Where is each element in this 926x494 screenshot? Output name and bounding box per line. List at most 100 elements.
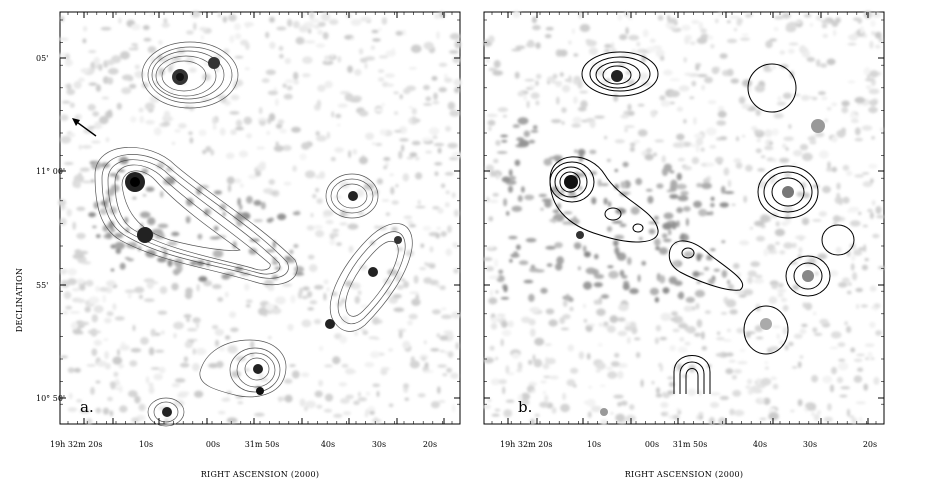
noise-speck — [495, 140, 501, 146]
noise-speck — [684, 72, 693, 76]
noise-speck — [629, 146, 635, 152]
noise-speck — [101, 96, 110, 100]
noise-speck — [325, 219, 334, 225]
noise-speck — [340, 298, 346, 304]
noise-speck — [552, 209, 560, 213]
contour-ring — [747, 63, 797, 113]
noise-speck — [409, 152, 418, 158]
noise-speck — [681, 374, 689, 379]
noise-speck — [95, 84, 101, 92]
noise-speck — [871, 136, 875, 140]
noise-speck — [275, 98, 279, 107]
noise-speck — [396, 261, 400, 268]
noise-speck — [642, 29, 649, 38]
noise-speck — [266, 130, 271, 136]
noise-speck — [745, 331, 751, 339]
noise-speck — [721, 269, 728, 278]
noise-speck — [589, 120, 596, 129]
noise-speck — [217, 12, 222, 18]
noise-speck — [258, 107, 263, 115]
noise-speck — [219, 127, 226, 136]
noise-speck — [118, 363, 124, 369]
noise-speck — [483, 404, 491, 410]
radio-source — [325, 319, 335, 329]
noise-speck — [614, 352, 620, 358]
noise-speck — [607, 371, 618, 379]
noise-speck — [186, 318, 191, 322]
noise-speck — [167, 241, 178, 246]
noise-speck — [801, 217, 810, 226]
noise-speck — [701, 331, 705, 340]
noise-speck — [631, 48, 636, 57]
noise-speck — [773, 15, 784, 20]
noise-speck — [283, 93, 293, 100]
noise-speck — [606, 226, 613, 232]
noise-speck — [847, 282, 852, 286]
noise-speck — [388, 348, 393, 352]
noise-speck — [691, 80, 697, 87]
noise-speck — [560, 403, 570, 413]
noise-speck — [121, 87, 132, 95]
noise-speck — [447, 225, 452, 234]
noise-speck — [755, 303, 761, 308]
noise-speck — [371, 29, 379, 34]
noise-speck — [719, 395, 729, 401]
noise-speck — [331, 111, 335, 118]
noise-speck — [661, 155, 666, 163]
noise-speck — [654, 297, 660, 303]
noise-speck — [377, 69, 385, 73]
noise-speck — [87, 104, 96, 111]
noise-speck — [736, 18, 743, 24]
noise-speck — [117, 348, 120, 356]
contour-top-source — [151, 50, 225, 100]
noise-speck — [850, 347, 856, 353]
noise-speck — [69, 311, 81, 314]
noise-speck — [88, 296, 100, 305]
noise-speck — [488, 67, 497, 72]
noise-speck — [520, 399, 530, 406]
noise-speck — [668, 381, 675, 387]
noise-speck — [663, 69, 673, 76]
noise-speck — [278, 45, 284, 51]
noise-speck — [698, 390, 702, 396]
noise-speck — [710, 211, 714, 216]
noise-speck — [849, 415, 855, 419]
noise-speck — [72, 221, 77, 230]
noise-speck — [134, 395, 141, 404]
noise-speck — [395, 184, 399, 188]
ra-tick-label: 30s — [803, 440, 817, 449]
contour-top-source — [595, 61, 641, 89]
noise-speck — [69, 102, 75, 108]
noise-speck — [118, 385, 123, 393]
panel-a-x-axis-title: RIGHT ASCENSION (2000) — [201, 470, 320, 479]
noise-speck — [594, 115, 605, 119]
noise-speck — [696, 37, 708, 44]
noise-speck — [568, 297, 574, 303]
noise-speck — [701, 182, 712, 190]
noise-speck — [713, 268, 720, 272]
noise-speck — [453, 78, 463, 87]
noise-speck — [663, 212, 674, 220]
noise-speck — [345, 394, 354, 400]
noise-speck — [306, 291, 313, 298]
noise-speck — [128, 47, 138, 51]
noise-speck — [832, 215, 841, 223]
noise-speck — [683, 251, 694, 258]
noise-speck — [407, 320, 413, 326]
noise-speck — [611, 220, 623, 224]
noise-speck — [381, 199, 390, 202]
noise-speck — [271, 261, 279, 265]
noise-speck — [687, 355, 691, 361]
noise-speck — [733, 28, 738, 32]
noise-speck — [229, 311, 237, 318]
noise-speck — [394, 130, 402, 133]
noise-speck — [701, 346, 707, 351]
contour-bottom-source — [199, 339, 287, 398]
noise-speck — [534, 413, 540, 418]
noise-speck — [693, 200, 702, 208]
noise-speck — [84, 306, 91, 313]
noise-speck — [493, 158, 499, 164]
noise-speck — [315, 135, 327, 142]
noise-speck — [213, 225, 219, 231]
noise-speck — [216, 361, 224, 368]
